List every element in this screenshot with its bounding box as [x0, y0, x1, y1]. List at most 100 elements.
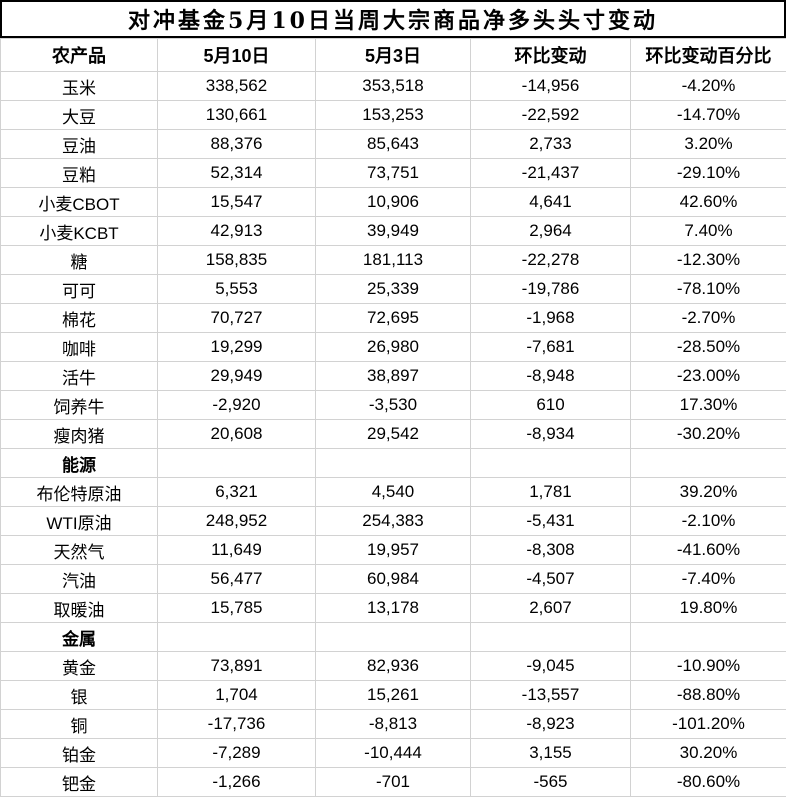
value-cell: 85,643 — [316, 130, 471, 159]
value-cell: 72,695 — [316, 304, 471, 333]
value-cell — [471, 623, 631, 652]
value-cell: 181,113 — [316, 246, 471, 275]
value-cell: -88.80% — [631, 681, 786, 710]
value-cell: -8,813 — [316, 710, 471, 739]
value-cell: -7,681 — [471, 333, 631, 362]
row-label: 豆油 — [1, 130, 158, 159]
value-cell: -1,266 — [158, 768, 316, 797]
value-cell: 19.80% — [631, 594, 786, 623]
row-label: 瘦肉猪 — [1, 420, 158, 449]
value-cell: 5,553 — [158, 275, 316, 304]
column-header: 环比变动百分比 — [631, 39, 786, 72]
value-cell: 26,980 — [316, 333, 471, 362]
value-cell: 4,540 — [316, 478, 471, 507]
value-cell: 4,641 — [471, 188, 631, 217]
row-label: 小麦KCBT — [1, 217, 158, 246]
value-cell: 38,897 — [316, 362, 471, 391]
value-cell: -41.60% — [631, 536, 786, 565]
value-cell: 3,155 — [471, 739, 631, 768]
value-cell — [631, 449, 786, 478]
value-cell: 39,949 — [316, 217, 471, 246]
section-row: 能源 — [1, 449, 786, 478]
table-row: 铜-17,736-8,813-8,923-101.20% — [1, 710, 786, 739]
value-cell: -12.30% — [631, 246, 786, 275]
value-cell: -22,592 — [471, 101, 631, 130]
row-label: 天然气 — [1, 536, 158, 565]
value-cell: -8,934 — [471, 420, 631, 449]
value-cell: -10.90% — [631, 652, 786, 681]
row-label: 棉花 — [1, 304, 158, 333]
row-label: 钯金 — [1, 768, 158, 797]
column-header: 农产品 — [1, 39, 158, 72]
value-cell: 70,727 — [158, 304, 316, 333]
value-cell: 15,261 — [316, 681, 471, 710]
value-cell: 73,751 — [316, 159, 471, 188]
value-cell: 60,984 — [316, 565, 471, 594]
table-row: 钯金-1,266-701-565-80.60% — [1, 768, 786, 797]
value-cell: -28.50% — [631, 333, 786, 362]
value-cell: 153,253 — [316, 101, 471, 130]
value-cell: -701 — [316, 768, 471, 797]
value-cell — [471, 449, 631, 478]
row-label: 银 — [1, 681, 158, 710]
value-cell: 73,891 — [158, 652, 316, 681]
value-cell: -8,308 — [471, 536, 631, 565]
section-row: 金属 — [1, 623, 786, 652]
value-cell: -29.10% — [631, 159, 786, 188]
row-label: 豆粕 — [1, 159, 158, 188]
value-cell: -5,431 — [471, 507, 631, 536]
value-cell: 15,547 — [158, 188, 316, 217]
value-cell: 610 — [471, 391, 631, 420]
row-label: WTI原油 — [1, 507, 158, 536]
value-cell: 52,314 — [158, 159, 316, 188]
row-label: 糖 — [1, 246, 158, 275]
value-cell: -9,045 — [471, 652, 631, 681]
value-cell: 353,518 — [316, 72, 471, 101]
row-label: 能源 — [1, 449, 158, 478]
value-cell — [316, 449, 471, 478]
value-cell: 15,785 — [158, 594, 316, 623]
value-cell: 39.20% — [631, 478, 786, 507]
column-header: 5月3日 — [316, 39, 471, 72]
value-cell: 17.30% — [631, 391, 786, 420]
row-label: 大豆 — [1, 101, 158, 130]
value-cell: -21,437 — [471, 159, 631, 188]
column-header: 环比变动 — [471, 39, 631, 72]
value-cell: -19,786 — [471, 275, 631, 304]
value-cell: 3.20% — [631, 130, 786, 159]
value-cell: -3,530 — [316, 391, 471, 420]
row-label: 铂金 — [1, 739, 158, 768]
value-cell: -1,968 — [471, 304, 631, 333]
value-cell: 130,661 — [158, 101, 316, 130]
value-cell: -30.20% — [631, 420, 786, 449]
value-cell: -7.40% — [631, 565, 786, 594]
value-cell: -101.20% — [631, 710, 786, 739]
row-label: 取暖油 — [1, 594, 158, 623]
value-cell: -2.70% — [631, 304, 786, 333]
value-cell: 30.20% — [631, 739, 786, 768]
value-cell: 1,704 — [158, 681, 316, 710]
value-cell: -565 — [471, 768, 631, 797]
value-cell — [631, 623, 786, 652]
value-cell: 25,339 — [316, 275, 471, 304]
value-cell: 2,607 — [471, 594, 631, 623]
value-cell: 20,608 — [158, 420, 316, 449]
row-label: 可可 — [1, 275, 158, 304]
value-cell: 42,913 — [158, 217, 316, 246]
